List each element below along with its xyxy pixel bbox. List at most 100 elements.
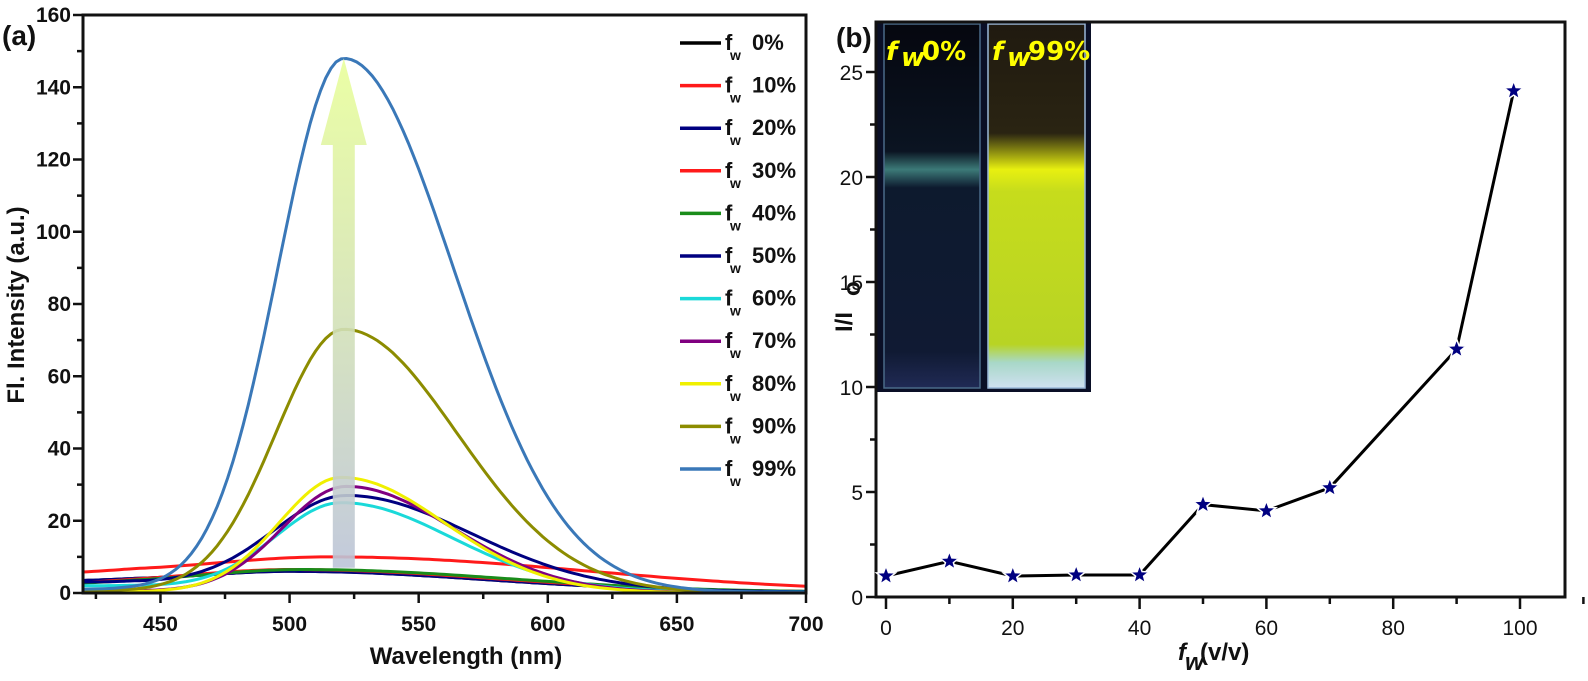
- y-tick-label: 10: [840, 377, 863, 400]
- legend-label-main: f: [725, 243, 733, 268]
- arrow-shape: [320, 58, 367, 568]
- data-point-star-50: [1191, 492, 1215, 515]
- legend-label-value: 60%: [752, 286, 796, 311]
- panel-b-y-title-main: I/I: [831, 312, 858, 332]
- y-tick-label: 40: [48, 438, 71, 461]
- panel-a-label: (a): [2, 20, 36, 51]
- y-tick-label: 140: [36, 76, 71, 99]
- y-tick-label: 120: [36, 149, 71, 172]
- cuvette-right: [987, 23, 1086, 389]
- inset-label-left-value: 0%: [922, 37, 966, 67]
- panel-b-x-title-f: f: [1178, 639, 1188, 666]
- legend-label-value: 10%: [752, 73, 796, 98]
- x-tick-label: 100: [1502, 617, 1537, 640]
- legend-item: fw 0%: [680, 30, 784, 63]
- legend-label-value: 99%: [752, 456, 796, 481]
- panel-b-line: [885, 90, 1516, 578]
- panel-a-curves: [82, 56, 807, 595]
- legend-label-value: 20%: [752, 115, 796, 140]
- panel-b-x-ticks: 0 20 40 60 80 100: [880, 597, 1585, 640]
- legend-item: fw 20%: [680, 115, 796, 148]
- y-tick-label: 60: [48, 365, 71, 388]
- legend-item: fw 10%: [680, 73, 796, 106]
- x-tick-label: 500: [272, 613, 307, 636]
- panel-a-x-axis-title: Wavelength (nm): [370, 643, 562, 670]
- inset-label-left-f: f: [886, 37, 901, 67]
- panel-a-y-ticks: 0 20 40 60 80 100 120 140 160: [36, 4, 83, 605]
- inset-label-left-sub: w: [901, 43, 926, 73]
- y-tick-label: 20: [840, 167, 863, 190]
- panel-b-label: (b): [836, 22, 872, 53]
- increase-arrow: [320, 58, 367, 568]
- panel-b-x-axis-title: f w (v/v): [1178, 639, 1249, 676]
- legend-label-main: f: [725, 158, 733, 183]
- inset-label-right: f w 99%: [992, 37, 1090, 73]
- y-tick-label: 25: [840, 62, 863, 85]
- legend-label-sub: w: [729, 175, 741, 191]
- curve-99pct: [82, 56, 806, 594]
- legend-item: fw 40%: [680, 200, 796, 233]
- x-tick-label: 600: [530, 613, 565, 636]
- panel-b-y-ticks: 0 5 10 15 20 25: [840, 62, 876, 610]
- legend-item: fw 50%: [680, 243, 796, 276]
- legend-label-sub: w: [729, 132, 741, 148]
- panel-b-x-title-sub: w: [1185, 649, 1205, 676]
- curve-90pct: [83, 327, 806, 595]
- data-point-star-99: [1502, 78, 1526, 101]
- legend-label-value: 50%: [752, 243, 796, 268]
- panel-b-markers: [874, 78, 1526, 586]
- legend-label-sub: w: [729, 47, 741, 63]
- data-point-star-40: [1128, 562, 1152, 585]
- legend-item: fw 30%: [680, 158, 796, 191]
- inset-label-left: f w 0%: [886, 37, 966, 73]
- legend-label-main: f: [725, 371, 733, 396]
- panel-b-y-title-sub: o: [839, 281, 866, 296]
- legend-item: fw 90%: [680, 413, 796, 446]
- panel-a-legend: fw 0%fw 10%fw 20%fw 30%fw 40%fw 50%fw 60%fw 70%f…: [680, 30, 796, 489]
- data-point-star-10: [937, 549, 961, 572]
- legend-item: fw 60%: [680, 286, 796, 319]
- legend-label-main: f: [725, 115, 733, 140]
- legend-label-sub: w: [729, 260, 741, 276]
- legend-label-main: f: [725, 30, 733, 55]
- data-point-star-70: [1318, 475, 1342, 498]
- panel-a-x-ticks: 450 500 550 600 650 700: [94, 593, 824, 636]
- legend-label-main: f: [725, 200, 733, 225]
- legend-label-main: f: [725, 328, 733, 353]
- y-tick-label: 80: [48, 293, 71, 316]
- y-tick-label: 5: [851, 482, 863, 505]
- y-tick-label: 160: [36, 4, 71, 27]
- x-tick-label: 650: [659, 613, 694, 636]
- y-tick-label: 0: [59, 582, 71, 605]
- panel-b: f w 0% f w 99% (b) 0 20 40 60 80 100 0 5 10 15 20…: [831, 20, 1585, 676]
- data-point-star-60: [1254, 498, 1278, 521]
- y-tick-label: 15: [840, 272, 863, 295]
- inset-photo: f w 0% f w 99%: [876, 22, 1091, 392]
- y-tick-label: 100: [36, 221, 71, 244]
- legend-label-value: 40%: [752, 200, 796, 225]
- data-point-star-0: [874, 563, 898, 586]
- legend-label-value: 0%: [752, 30, 784, 55]
- legend-label-value: 30%: [752, 158, 796, 183]
- legend-label-main: f: [725, 73, 733, 98]
- legend-label-sub: w: [729, 345, 741, 361]
- panel-a: (a) 450 500 550 600 650 700 0 20 40 60 80 100 120 14…: [2, 4, 824, 670]
- inset-label-right-sub: w: [1007, 43, 1032, 73]
- legend-label-sub: w: [729, 217, 741, 233]
- inset-label-right-f: f: [992, 37, 1007, 67]
- panel-b-frame: [874, 20, 1567, 599]
- panel-b-y-axis-title: I/I o: [831, 281, 866, 332]
- y-tick-label: 0: [851, 587, 863, 610]
- legend-item: fw 80%: [680, 371, 796, 404]
- legend-item: fw 70%: [680, 328, 796, 361]
- legend-label-main: f: [725, 286, 733, 311]
- inset-label-right-value: 99%: [1028, 37, 1090, 67]
- data-point-star-30: [1064, 562, 1088, 585]
- legend-item: fw 99%: [680, 456, 796, 489]
- x-tick-label: 700: [788, 613, 823, 636]
- legend-label-sub: w: [729, 303, 741, 319]
- legend-label-sub: w: [729, 430, 741, 446]
- panel-b-x-title-rest: (v/v): [1200, 639, 1249, 666]
- panel-a-y-axis-title: Fl. Intensity (a.u.): [3, 206, 30, 403]
